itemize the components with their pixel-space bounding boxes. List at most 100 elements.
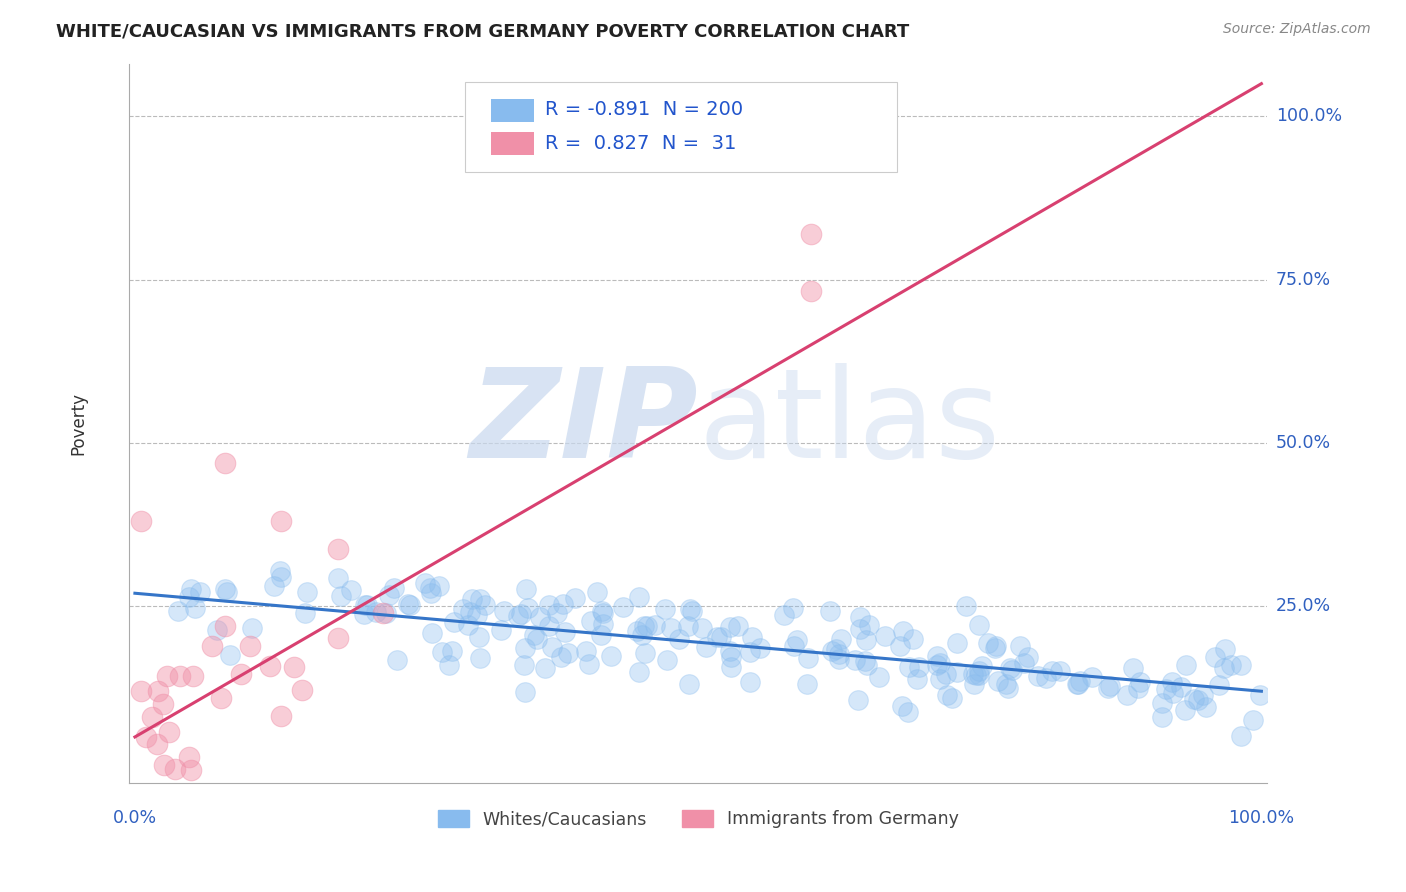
Point	[1122, 660, 1144, 674]
Point	[564, 591, 586, 605]
Point	[1017, 649, 1039, 664]
Point	[967, 664, 990, 678]
Point	[489, 623, 512, 637]
Point	[718, 620, 741, 634]
Point	[457, 618, 479, 632]
Point	[1152, 710, 1174, 724]
Point	[375, 606, 398, 620]
Point	[636, 619, 658, 633]
Point	[1129, 675, 1152, 690]
Point	[492, 604, 515, 618]
Point	[936, 688, 959, 702]
Point	[868, 670, 890, 684]
Point	[1097, 681, 1119, 696]
Point	[1154, 682, 1177, 697]
Point	[976, 636, 998, 650]
Point	[1014, 656, 1036, 670]
Point	[797, 651, 820, 665]
FancyBboxPatch shape	[465, 82, 897, 172]
Point	[513, 685, 536, 699]
Point	[240, 621, 263, 635]
Point	[1126, 681, 1149, 695]
Point	[727, 619, 749, 633]
Point	[270, 709, 292, 723]
Point	[516, 600, 538, 615]
Point	[1067, 677, 1090, 691]
Point	[633, 619, 655, 633]
Point	[451, 601, 474, 615]
Point	[214, 582, 236, 596]
Point	[591, 604, 613, 618]
Point	[782, 600, 804, 615]
Point	[676, 619, 699, 633]
Point	[741, 630, 763, 644]
Text: R = -0.891  N = 200: R = -0.891 N = 200	[544, 100, 742, 119]
Point	[738, 645, 761, 659]
Point	[420, 586, 443, 600]
Point	[146, 684, 169, 698]
Point	[844, 652, 866, 666]
Legend: Whites/Caucasians, Immigrants from Germany: Whites/Caucasians, Immigrants from Germa…	[430, 803, 966, 835]
Point	[905, 673, 928, 687]
Point	[1191, 688, 1213, 702]
Point	[720, 659, 742, 673]
Point	[633, 646, 655, 660]
Point	[291, 683, 314, 698]
Point	[430, 645, 453, 659]
Point	[371, 606, 394, 620]
Point	[749, 640, 772, 655]
Point	[1213, 661, 1236, 675]
Point	[326, 542, 349, 557]
Point	[537, 598, 560, 612]
Point	[1241, 713, 1264, 727]
Point	[270, 515, 292, 529]
Point	[326, 571, 349, 585]
Point	[579, 614, 602, 628]
Point	[554, 625, 576, 640]
Point	[997, 681, 1019, 695]
Point	[929, 656, 952, 670]
Point	[239, 640, 262, 654]
Point	[467, 631, 489, 645]
Point	[214, 456, 236, 470]
Point	[152, 698, 174, 712]
Point	[340, 583, 363, 598]
Point	[969, 618, 991, 632]
Point	[925, 657, 948, 672]
Point	[259, 659, 281, 673]
Text: 100.0%: 100.0%	[1229, 809, 1295, 827]
Text: ZIP: ZIP	[470, 363, 699, 483]
Point	[1069, 673, 1091, 688]
Point	[157, 725, 180, 739]
Point	[470, 592, 492, 607]
Point	[592, 607, 614, 621]
Point	[550, 650, 572, 665]
Point	[353, 607, 375, 621]
Point	[295, 585, 318, 599]
Point	[786, 633, 808, 648]
Text: 75.0%: 75.0%	[1277, 270, 1331, 289]
Point	[1249, 688, 1271, 702]
Point	[986, 640, 1008, 654]
Point	[1230, 657, 1253, 672]
Point	[578, 657, 600, 672]
Point	[184, 601, 207, 615]
Point	[828, 652, 851, 666]
Point	[984, 640, 1007, 655]
Point	[800, 285, 823, 299]
Point	[353, 598, 375, 612]
Point	[415, 575, 437, 590]
Point	[935, 667, 957, 681]
Text: WHITE/CAUCASIAN VS IMMIGRANTS FROM GERMANY POVERTY CORRELATION CHART: WHITE/CAUCASIAN VS IMMIGRANTS FROM GERMA…	[56, 22, 910, 40]
Point	[678, 677, 700, 691]
Point	[427, 579, 450, 593]
Point	[294, 606, 316, 620]
Point	[1150, 696, 1173, 710]
Point	[540, 640, 562, 654]
Point	[1174, 658, 1197, 673]
Point	[998, 661, 1021, 675]
Point	[420, 625, 443, 640]
Point	[927, 648, 949, 663]
Point	[783, 639, 806, 653]
Point	[681, 604, 703, 618]
